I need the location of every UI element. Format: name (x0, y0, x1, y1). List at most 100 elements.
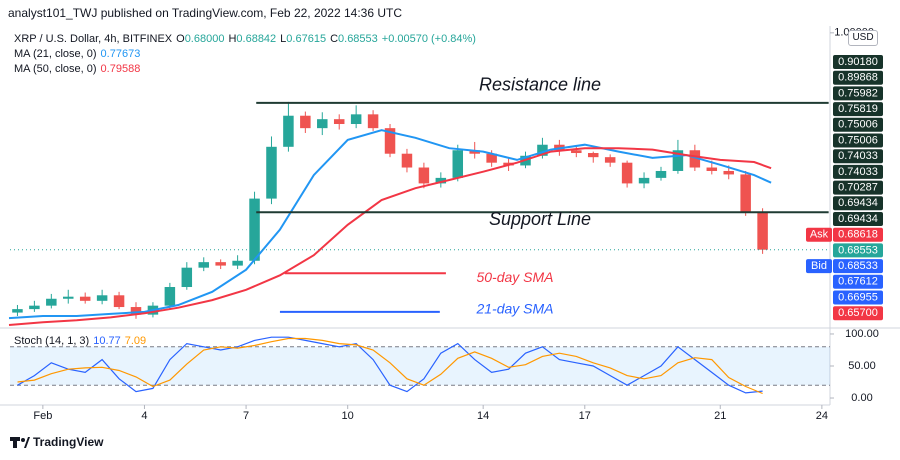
price-badge (833, 55, 883, 69)
x-tick-label: 4 (141, 410, 147, 422)
price-badge (833, 70, 883, 85)
ohlc-value: 0.68553 (338, 33, 378, 45)
ma-name: MA (21, close, 0) (14, 48, 97, 60)
candle-body (587, 153, 599, 158)
ohlc-value: 0.67615 (286, 33, 327, 45)
candle-body (638, 177, 650, 184)
candle-body (655, 170, 667, 178)
price-badge-label: 0.69434 (838, 197, 878, 209)
candle-body (181, 267, 193, 288)
x-tick-label: 10 (342, 410, 354, 422)
candle-body (333, 119, 345, 125)
ohlc-key: C (330, 33, 339, 45)
legend-row: Stoch (14, 1, 3) 10.77 7.09 (14, 334, 150, 349)
price-badge (833, 149, 883, 164)
price-badge-label: 0.69434 (838, 213, 878, 225)
currency-button[interactable]: USD (848, 30, 878, 46)
candle-body (571, 150, 582, 154)
price-badge (833, 164, 883, 179)
price-badge-label: 0.68618 (838, 229, 878, 241)
price-tag (806, 259, 832, 274)
price-badge (833, 306, 883, 321)
band (10, 346, 830, 386)
price-badge-label: 0.66955 (838, 291, 878, 303)
drawing-label: 21-day SMA (475, 301, 553, 317)
candle-body (300, 115, 311, 129)
candle-body (96, 295, 108, 301)
ohlc-value: 0.68000 (184, 33, 225, 45)
price-tag (806, 227, 832, 242)
x-tick-label: Feb (33, 410, 52, 422)
price-badge-label: 0.74033 (838, 166, 878, 178)
y-tick-label: 100.00 (845, 328, 879, 340)
candle-body (672, 150, 684, 171)
candle-body (435, 177, 447, 184)
price-badge (833, 86, 883, 101)
candle-body (604, 157, 616, 163)
ohlc-key: L (280, 33, 287, 45)
ohlc-value: 0.68842 (236, 33, 277, 45)
legend-row: XRP / U.S. Dollar, 4h, BITFINEX O0.68000 H… (14, 32, 480, 47)
drawing-label: 50-day SMA (476, 269, 553, 285)
indicator-value: 10.77 (93, 335, 121, 347)
price-badge (833, 227, 883, 242)
stoch-line (17, 337, 763, 395)
ma-line (8, 147, 772, 326)
candle-body (232, 260, 243, 266)
price-badge-label: 0.67612 (838, 276, 878, 288)
stoch-legend: Stoch (14, 1, 3) 10.77 7.09 (14, 334, 150, 349)
ma-value: 0.77673 (100, 48, 141, 60)
candle-body (317, 119, 328, 129)
price-legend: XRP / U.S. Dollar, 4h, BITFINEX O0.68000 H… (14, 32, 480, 77)
candle-body (113, 295, 125, 308)
candle-body (740, 174, 751, 213)
x-tick-label: 14 (477, 410, 489, 422)
indicator-title: Stoch (14, 1, 3) (14, 335, 90, 347)
candle-body (757, 212, 768, 250)
candle-body (537, 144, 548, 156)
ma-line (8, 129, 772, 320)
candle-body (130, 307, 142, 315)
price-badge-label: 0.68553 (838, 244, 878, 256)
candle-body (12, 309, 23, 313)
ohlc-key: H (228, 33, 237, 45)
legend-row: MA (50, close, 0) 0.79588 (14, 62, 480, 77)
y-tick-label: 50.00 (848, 360, 876, 372)
price-badge (833, 259, 883, 274)
logo-part (13, 437, 17, 448)
legend-row: MA (21, close, 0) 0.77673 (14, 47, 480, 62)
price-badge-label: 0.65700 (838, 307, 878, 319)
price-badge (833, 133, 883, 148)
price-badge-label: 0.75006 (838, 134, 878, 146)
price-tag-label: Ask (810, 229, 829, 241)
price-badge (833, 102, 883, 117)
price-badge-label: 0.75982 (838, 87, 878, 99)
price-badge (833, 274, 883, 289)
drawing-label: Resistance line (479, 75, 601, 95)
candle-body (418, 167, 430, 184)
candle-body (350, 114, 362, 125)
price-badge-label: 0.75819 (838, 103, 878, 115)
brand: TradingView (33, 435, 104, 449)
candle-body (621, 162, 633, 184)
candle-body (266, 146, 277, 199)
logo-part (24, 437, 30, 448)
price-change: +0.00570 (+0.84%) (381, 33, 476, 45)
x-tick-label: 7 (243, 410, 249, 422)
price-badge-label: 0.68533 (838, 260, 878, 272)
candle-body (723, 170, 734, 175)
y-tick-label: 0.00 (851, 392, 872, 404)
ma-name: MA (50, close, 0) (14, 63, 97, 75)
candle-body (63, 296, 74, 299)
candle-body (367, 114, 379, 129)
drawing-label: Support Line (489, 209, 591, 229)
x-tick-label: 24 (816, 410, 828, 422)
candle-body (164, 287, 176, 306)
price-badge (833, 180, 883, 195)
candle-body (401, 153, 413, 168)
candle-body (384, 128, 396, 154)
candle-body (283, 115, 294, 147)
